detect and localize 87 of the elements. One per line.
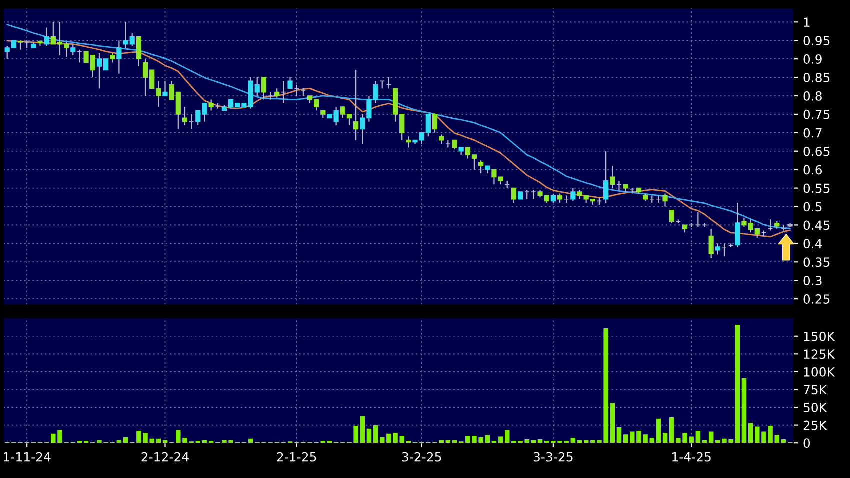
candlestick	[116, 40, 122, 74]
y-tick-label: 0.45	[804, 220, 830, 230]
x-tick-label: 2-12-24	[142, 452, 189, 462]
bar	[492, 440, 497, 444]
y-tick-label: 0.75	[804, 110, 830, 120]
bar	[656, 418, 662, 444]
bar	[123, 437, 128, 444]
bar	[373, 425, 378, 444]
y-tick-label: 0.4	[804, 239, 822, 249]
y-tick-label: 0.25	[804, 294, 830, 304]
bar	[630, 432, 635, 444]
bar	[498, 436, 504, 444]
candlestick	[715, 243, 720, 256]
y-tick-label: 0.65	[804, 146, 830, 156]
y-tick-label: 0.35	[804, 258, 830, 268]
y-tick-label: 1	[804, 18, 810, 27]
bar	[544, 440, 550, 444]
candlestick	[353, 70, 359, 141]
candlestick	[70, 44, 76, 56]
candlestick	[432, 114, 438, 134]
candlestick	[570, 188, 576, 202]
y-tick-label: 0.7	[804, 128, 822, 138]
candlestick	[604, 150, 609, 204]
bar	[735, 324, 740, 444]
candlestick	[136, 36, 142, 68]
bar	[708, 432, 714, 444]
candlestick	[550, 193, 556, 204]
bar	[360, 416, 365, 444]
bar	[538, 440, 543, 444]
bar	[669, 417, 674, 444]
bar	[84, 440, 89, 444]
bar	[781, 440, 786, 444]
candlestick	[162, 80, 168, 97]
bar	[570, 438, 576, 444]
y-tick-label: 125K	[804, 350, 836, 360]
y-tick-label: 50K	[804, 403, 828, 412]
candlestick	[708, 228, 714, 259]
bar	[327, 440, 332, 444]
bar	[320, 440, 326, 444]
x-tick-label: 3-3-25	[534, 452, 573, 462]
x-tick-label: 3-2-25	[402, 452, 442, 462]
y-tick-label: 100K	[804, 367, 836, 377]
candlestick	[439, 134, 444, 145]
y-tick-label: 25K	[804, 420, 828, 430]
candlestick	[511, 188, 517, 204]
bar	[662, 433, 668, 444]
candlestick	[406, 136, 412, 148]
x-tick-label: 1-4-25	[672, 452, 711, 462]
y-tick-label: 0.95	[804, 36, 830, 46]
candlestick	[610, 166, 616, 189]
y-tick-label: 0.8	[804, 91, 822, 101]
y-tick-label: 0.9	[804, 54, 822, 64]
bar	[696, 431, 701, 444]
bar	[623, 434, 628, 444]
y-tick-label: 150K	[804, 332, 836, 342]
bar	[742, 378, 747, 444]
y-tick-label: 0.6	[804, 165, 822, 175]
y-tick-label: 0	[804, 438, 810, 448]
candlestick	[110, 52, 116, 64]
candlestick	[735, 202, 740, 248]
candlestick	[261, 76, 266, 100]
bar	[505, 430, 510, 444]
candlestick	[274, 88, 280, 98]
y-tick-label: 0.3	[804, 276, 822, 286]
bar	[77, 440, 82, 444]
candlestick	[18, 40, 24, 50]
y-tick-label: 0.85	[804, 73, 830, 82]
y-tick-label: 0.5	[804, 202, 822, 212]
y-tick-label: 75K	[804, 385, 828, 395]
candlestick	[44, 27, 50, 47]
bar	[616, 427, 622, 444]
x-tick-label: 2-1-25	[277, 452, 316, 462]
bar	[380, 437, 385, 444]
bar	[610, 403, 616, 444]
bar	[774, 435, 780, 444]
bar	[208, 440, 214, 444]
candlestick	[182, 106, 188, 126]
candlestick	[478, 160, 484, 174]
x-tick-label: 1-11-24	[4, 452, 51, 462]
bar	[748, 423, 754, 444]
bar	[485, 435, 490, 444]
candlestick	[557, 193, 563, 204]
bar	[366, 428, 372, 444]
bar	[406, 440, 412, 444]
bar	[196, 440, 201, 444]
y-tick-label: 0.55	[804, 184, 830, 194]
candlestick	[669, 210, 674, 224]
